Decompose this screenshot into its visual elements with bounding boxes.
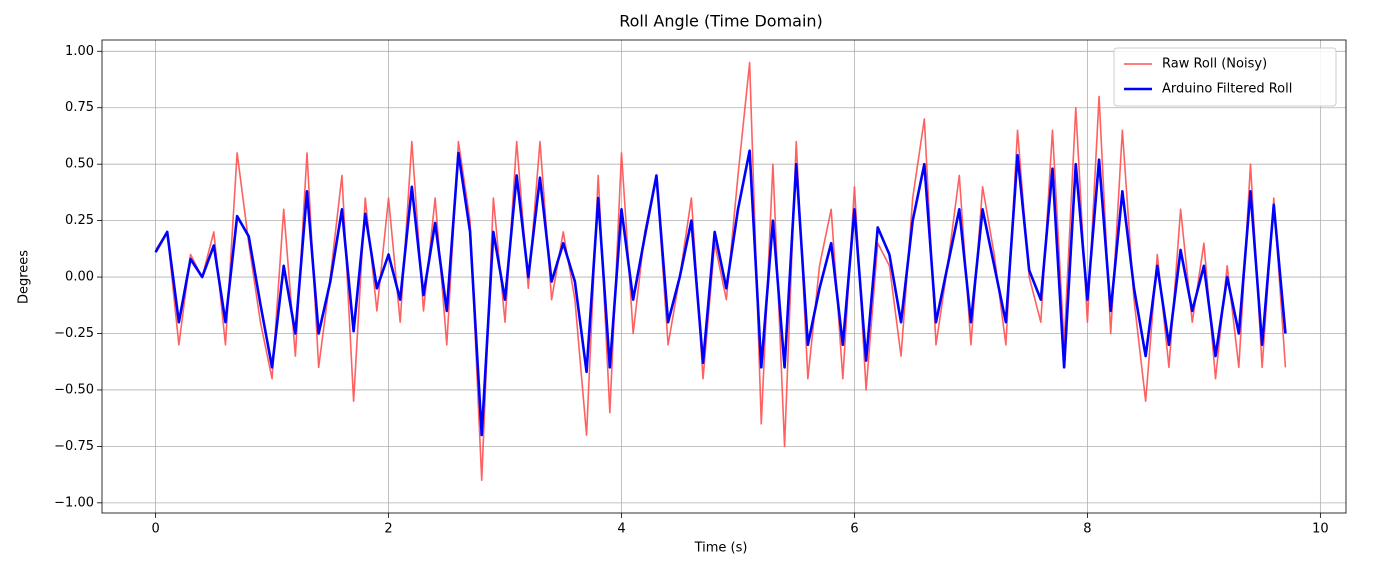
legend-label: Arduino Filtered Roll [1162,82,1292,97]
x-tick-label: 4 [617,522,625,537]
data-line [154,61,1287,482]
y-tick-label: 1.00 [65,44,94,59]
y-tick-label: −1.00 [54,495,94,510]
y-tick-label: 0.00 [65,270,94,285]
plot-frame [101,39,1347,514]
data-line [154,149,1287,437]
y-axis-label: Degrees [17,250,32,304]
y-tick-label: 0.50 [65,157,94,172]
x-tick-label: 10 [1312,522,1329,537]
legend-box [1113,47,1337,107]
y-tick-label: 0.75 [65,100,94,115]
y-tick-label: 0.25 [65,213,94,228]
chart-title: Roll Angle (Time Domain) [619,12,823,31]
legend-label: Raw Roll (Noisy) [1162,57,1267,72]
x-tick-label: 8 [1083,522,1091,537]
y-tick-label: −0.25 [54,326,94,341]
y-tick-label: −0.75 [54,439,94,454]
x-tick-label: 0 [151,522,159,537]
x-tick-label: 2 [384,522,392,537]
x-tick-label: 6 [850,522,858,537]
x-axis-label: Time (s) [694,541,748,556]
y-tick-label: −0.50 [54,382,94,397]
